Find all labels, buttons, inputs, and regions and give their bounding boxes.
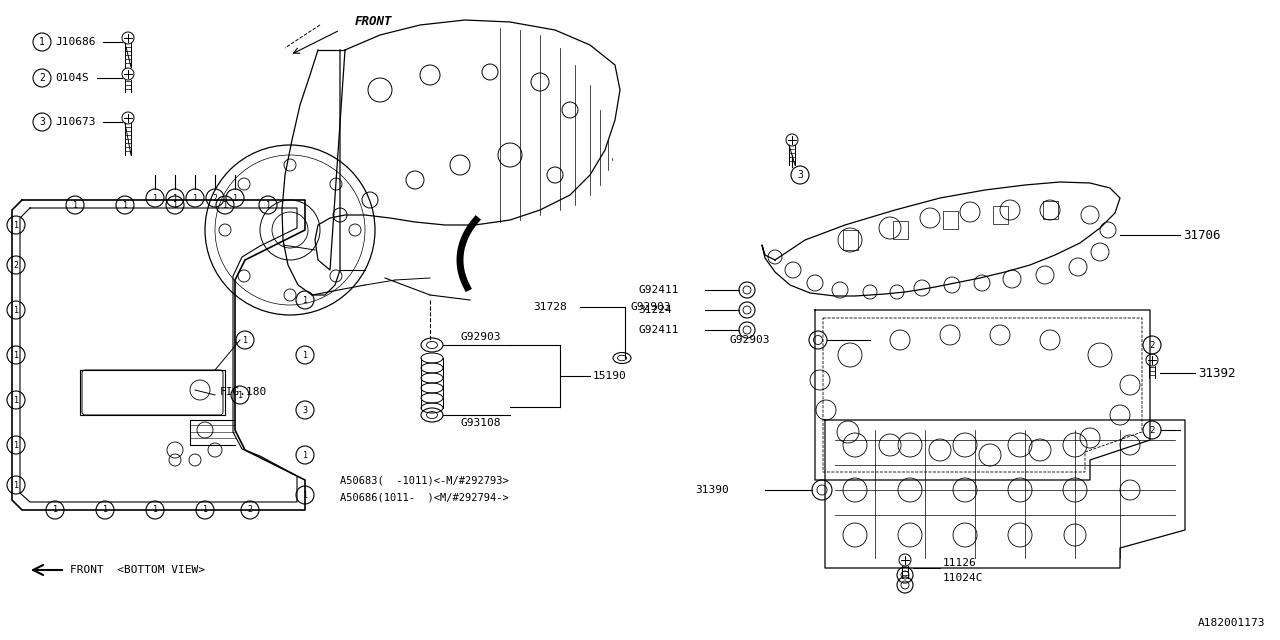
- Text: A182001173: A182001173: [1198, 618, 1265, 628]
- Text: 11126: 11126: [943, 558, 977, 568]
- Text: 1: 1: [73, 200, 78, 209]
- Text: 1: 1: [302, 296, 307, 305]
- Text: 1: 1: [14, 396, 18, 404]
- Text: 1: 1: [14, 440, 18, 449]
- Text: 1: 1: [202, 506, 207, 515]
- Bar: [993, 206, 1009, 224]
- Text: 1: 1: [123, 200, 128, 209]
- Text: J10686: J10686: [55, 37, 96, 47]
- Text: 15190: 15190: [593, 371, 627, 381]
- Bar: [893, 221, 908, 239]
- Text: 2: 2: [1149, 426, 1155, 435]
- Text: G93108: G93108: [460, 418, 500, 428]
- Text: A50683(  -1011)<-M/#292793>: A50683( -1011)<-M/#292793>: [340, 475, 508, 485]
- Text: 1: 1: [233, 193, 238, 202]
- Text: 1: 1: [14, 305, 18, 314]
- Text: 1: 1: [102, 506, 108, 515]
- Text: G92903: G92903: [730, 335, 771, 345]
- Text: 31390: 31390: [695, 485, 728, 495]
- Text: J10673: J10673: [55, 117, 96, 127]
- Text: 2: 2: [14, 260, 18, 269]
- Text: FIG.180: FIG.180: [220, 387, 268, 397]
- Text: 1: 1: [223, 200, 228, 209]
- Text: 1: 1: [238, 390, 242, 399]
- Text: 3: 3: [302, 406, 307, 415]
- Text: 1: 1: [265, 200, 270, 209]
- Text: 11024C: 11024C: [943, 573, 983, 583]
- Text: G92903: G92903: [460, 332, 500, 342]
- Text: FRONT  <BOTTOM VIEW>: FRONT <BOTTOM VIEW>: [70, 565, 205, 575]
- Text: 2: 2: [1149, 340, 1155, 349]
- Text: 3: 3: [40, 117, 45, 127]
- Text: 1: 1: [242, 335, 247, 344]
- Text: G92411: G92411: [637, 325, 678, 335]
- Text: 1: 1: [40, 37, 45, 47]
- Text: 1: 1: [52, 506, 58, 515]
- Text: G92903: G92903: [630, 302, 671, 312]
- Text: A50686(1011-  )<M/#292794->: A50686(1011- )<M/#292794->: [340, 492, 508, 502]
- Text: 1: 1: [14, 481, 18, 490]
- Text: 1: 1: [302, 490, 307, 499]
- Text: 2: 2: [212, 193, 218, 202]
- Text: 1: 1: [173, 193, 178, 202]
- Text: 31706: 31706: [1183, 228, 1221, 241]
- Text: 1: 1: [152, 506, 157, 515]
- Bar: [943, 211, 957, 229]
- Text: 31224: 31224: [637, 305, 672, 315]
- Text: 3: 3: [797, 170, 803, 180]
- Text: 1: 1: [302, 351, 307, 360]
- Text: G92411: G92411: [637, 285, 678, 295]
- Text: 1: 1: [192, 193, 197, 202]
- Text: 1: 1: [302, 451, 307, 460]
- Text: 1: 1: [14, 351, 18, 360]
- Text: 1: 1: [152, 193, 157, 202]
- Text: FRONT: FRONT: [355, 15, 393, 28]
- Bar: [844, 230, 858, 250]
- Bar: [1043, 201, 1059, 219]
- Text: 31392: 31392: [1198, 367, 1235, 380]
- Text: 2: 2: [247, 506, 252, 515]
- Text: 1: 1: [14, 221, 18, 230]
- Text: 1: 1: [173, 200, 178, 209]
- Text: 0104S: 0104S: [55, 73, 88, 83]
- Text: 31728: 31728: [532, 302, 567, 312]
- Text: 2: 2: [40, 73, 45, 83]
